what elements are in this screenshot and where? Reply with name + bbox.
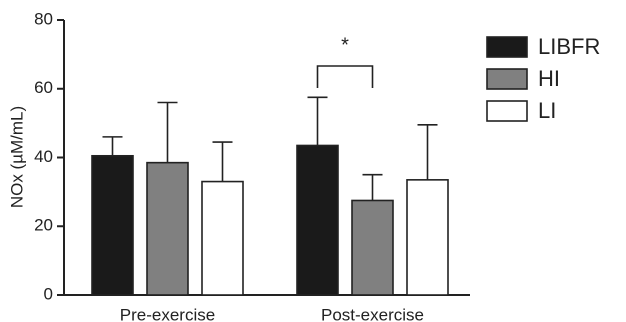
- legend-label: HI: [538, 66, 560, 91]
- annotation: *: [341, 34, 349, 56]
- legend-label: LI: [538, 98, 556, 123]
- x-tick-label: Pre-exercise: [120, 305, 215, 322]
- y-axis-label: NOx (µM/mL): [7, 106, 26, 208]
- bar: [296, 144, 339, 296]
- y-tick-label: 60: [34, 78, 53, 97]
- y-tick-label: 0: [44, 284, 53, 303]
- legend-swatch: [486, 100, 528, 122]
- y-tick-label: 40: [34, 147, 53, 166]
- x-tick-label: Post-exercise: [321, 305, 424, 322]
- bar: [91, 154, 134, 296]
- legend-swatch: [486, 36, 528, 58]
- legend-label: LIBFR: [538, 34, 600, 59]
- significance-bracket: [316, 65, 374, 88]
- bar: [201, 180, 244, 296]
- y-tick-label: 80: [34, 9, 53, 28]
- y-tick-label: 20: [34, 216, 53, 235]
- legend-swatch: [486, 68, 528, 90]
- bar: [351, 199, 394, 296]
- bar: [146, 161, 189, 296]
- bar: [406, 179, 449, 296]
